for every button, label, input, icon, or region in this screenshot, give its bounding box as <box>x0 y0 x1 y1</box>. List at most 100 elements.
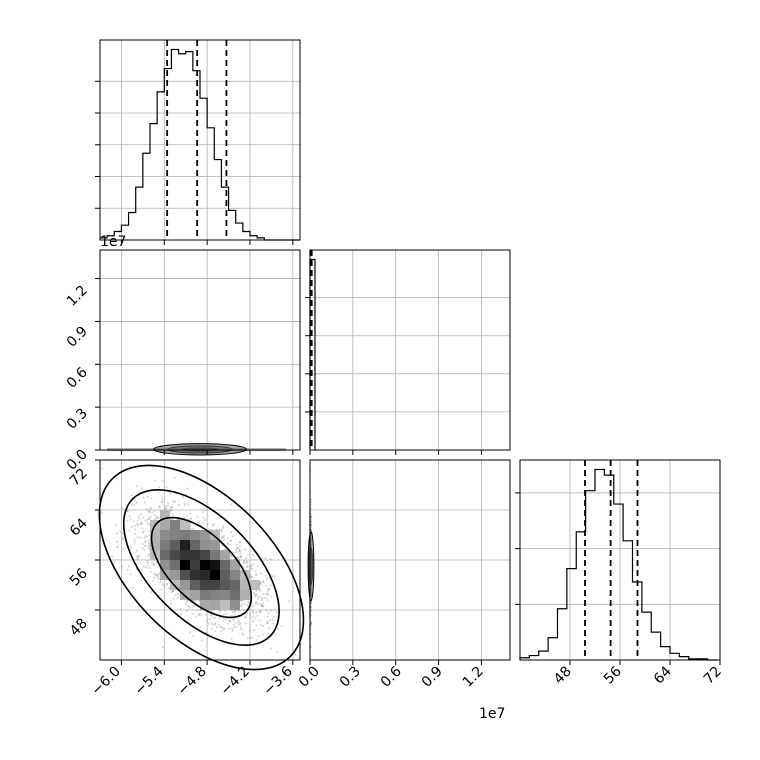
scatter-point <box>173 477 176 479</box>
density-cell <box>170 530 180 540</box>
scatter-point <box>239 555 242 558</box>
density-cell <box>230 590 240 600</box>
scatter-point <box>245 616 248 619</box>
scatter-point <box>243 561 246 564</box>
scatter-point <box>218 617 221 619</box>
scatter-point <box>161 646 164 649</box>
scatter-point <box>288 600 291 603</box>
scatter-point <box>210 614 213 617</box>
density-cell <box>200 530 210 540</box>
scatter-point <box>192 528 195 531</box>
scatter-point <box>149 515 152 518</box>
marginal-histogram-0 <box>99 48 300 241</box>
scatter-point <box>261 599 264 602</box>
scatter-point <box>136 524 139 527</box>
scatter-point <box>262 602 265 605</box>
scatter-point <box>267 588 270 591</box>
scatter-point <box>137 514 140 517</box>
scatter-point <box>180 613 183 616</box>
scatter-point <box>148 534 151 537</box>
scatter-point <box>262 581 265 584</box>
scatter-point <box>146 560 149 563</box>
scatter-point <box>252 629 255 632</box>
scatter-point <box>259 603 262 606</box>
scatter-point <box>276 650 279 653</box>
scatter-point <box>255 639 258 642</box>
density-cell <box>190 570 200 580</box>
scatter-point <box>183 516 186 519</box>
scatter-point <box>119 531 122 534</box>
scatter-point <box>132 520 135 523</box>
scatter-point <box>220 537 223 540</box>
scatter-point <box>240 628 243 631</box>
scatter-point <box>204 613 207 616</box>
scatter-point <box>137 523 140 526</box>
scatter-point <box>265 622 268 625</box>
scatter-point <box>115 523 118 526</box>
scatter-point <box>260 610 263 613</box>
scatter-point <box>150 507 153 510</box>
scatter-point <box>259 590 262 592</box>
scatter-point <box>155 574 158 577</box>
scatter-point <box>261 597 264 600</box>
scatter-point <box>141 522 144 525</box>
scatter-point <box>222 628 225 631</box>
scatter-point <box>116 540 119 543</box>
scatter-point <box>136 555 139 558</box>
scatter-point <box>238 609 241 612</box>
scatter-point <box>249 521 252 524</box>
scatter-point <box>197 613 200 616</box>
scatter-point <box>256 614 259 617</box>
scatter-point <box>170 509 173 512</box>
scatter-point <box>146 496 149 498</box>
scatter-point <box>140 512 143 515</box>
scatter-point <box>214 629 217 632</box>
scatter-point <box>140 523 142 526</box>
x-tick-label-col2-0: 48 <box>551 664 575 688</box>
scatter-point <box>239 552 242 555</box>
scatter-point <box>251 567 254 570</box>
scatter-point <box>249 575 252 578</box>
scatter-point <box>238 541 241 544</box>
scatter-point <box>252 592 255 594</box>
scatter-point <box>216 612 219 615</box>
scatter-point <box>251 620 254 623</box>
scatter-point <box>219 610 222 613</box>
scatter-point <box>122 538 125 541</box>
scatter-point <box>237 546 240 549</box>
scatter-point <box>161 497 164 500</box>
x-tick-label-col2-3: 72 <box>701 664 725 688</box>
scatter-point <box>171 513 174 516</box>
scatter-point <box>144 519 147 522</box>
scatter-point <box>266 590 269 593</box>
density-cell <box>160 510 170 520</box>
scatter-point <box>275 611 278 614</box>
scatter-point <box>252 611 254 614</box>
scatter-point <box>310 600 313 603</box>
scatter-point <box>122 547 125 550</box>
scatter-point <box>273 575 276 578</box>
scatter-point <box>135 502 138 505</box>
scatter-point <box>205 631 208 634</box>
scatter-point <box>310 528 313 531</box>
scatter-point <box>248 636 251 639</box>
density-cell <box>230 580 240 590</box>
scatter-point <box>232 551 235 554</box>
scatter-point <box>165 583 168 586</box>
scatter-point <box>176 597 179 600</box>
scatter-point <box>226 537 229 540</box>
scatter-point <box>264 557 267 559</box>
scatter-point <box>239 556 242 559</box>
scatter-point <box>251 637 254 640</box>
scatter-point <box>101 512 104 514</box>
scatter-point <box>170 602 173 605</box>
scatter-point <box>231 611 234 614</box>
scatter-point <box>208 618 211 621</box>
scatter-point <box>206 523 209 526</box>
scatter-point <box>266 577 269 580</box>
scatter-point <box>250 616 253 619</box>
scatter-point <box>116 546 119 549</box>
x-offset-label-col1: 1e7 <box>479 706 505 722</box>
density-cell <box>220 550 230 560</box>
scatter-point <box>171 589 174 592</box>
